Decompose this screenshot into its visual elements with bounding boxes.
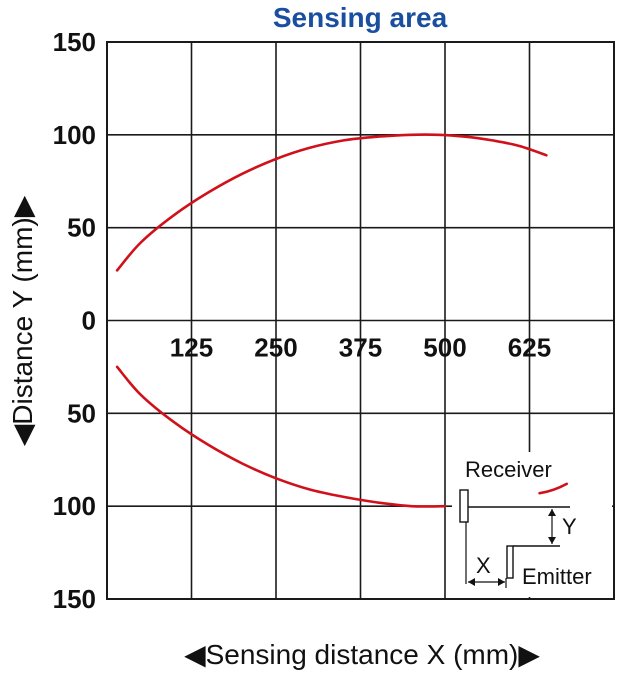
series-curve-1 — [115, 365, 447, 508]
y-tick-label-2: 50 — [67, 213, 96, 243]
y-tick-label-3: 0 — [82, 306, 96, 336]
x-tick-labels: 125 250 375 500 625 — [170, 333, 551, 363]
x-dimension-arrow-left — [468, 578, 475, 586]
x-label: X — [476, 553, 491, 578]
x-axis-label: ◀Sensing distance X (mm)▶ — [184, 639, 540, 670]
x-tick-label-1: 250 — [254, 333, 297, 363]
y-tick-label-6: 150 — [53, 584, 96, 614]
y-axis-label: ◀Distance Y (mm)▶ — [7, 195, 38, 447]
chart-title: Sensing area — [272, 2, 448, 33]
series-curve-stub — [538, 482, 568, 495]
x-tick-label-2: 375 — [339, 333, 382, 363]
x-tick-label-0: 125 — [170, 333, 213, 363]
y-tick-label-1: 100 — [53, 120, 96, 150]
series-curve-0 — [115, 133, 548, 272]
receiver-box — [459, 489, 469, 523]
y-dimension-arrow-bottom — [548, 537, 556, 544]
emitter-label: Emitter — [522, 564, 592, 589]
y-dimension-arrow-top — [548, 509, 556, 516]
y-tick-label-0: 150 — [53, 27, 96, 57]
receiver-label: Receiver — [465, 457, 552, 482]
y-tick-label-4: 50 — [67, 398, 96, 428]
y-tick-labels: 150 100 50 0 50 100 150 — [53, 27, 96, 614]
x-tick-label-3: 500 — [423, 333, 466, 363]
y-tick-label-5: 100 — [53, 491, 96, 521]
x-dimension-arrow-right — [498, 578, 505, 586]
inset-background — [452, 452, 612, 597]
grid-lines — [106, 41, 615, 600]
emitter-receiver-inset: Receiver Emitter X Y — [452, 452, 612, 597]
emitter-box — [506, 545, 514, 579]
y-label: Y — [562, 514, 577, 539]
x-tick-label-4: 625 — [508, 333, 551, 363]
